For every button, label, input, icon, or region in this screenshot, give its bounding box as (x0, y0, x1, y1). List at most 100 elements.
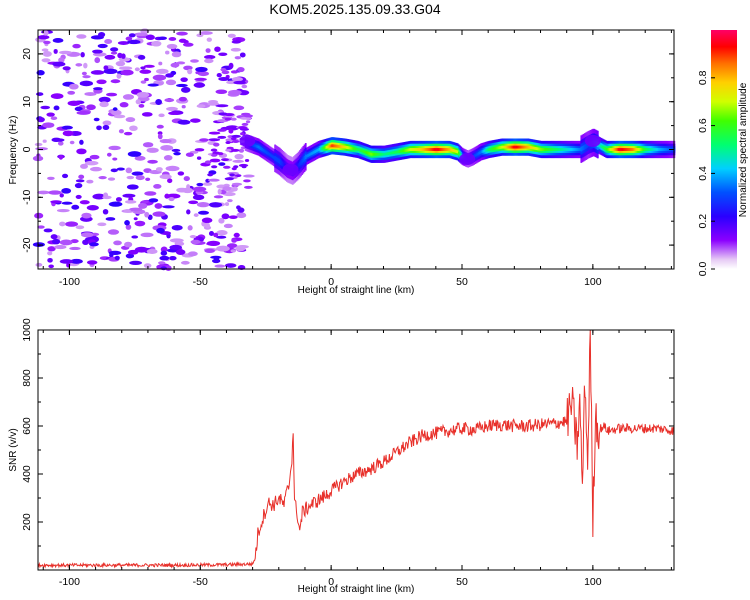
heatmap-ridge-cell (450, 148, 453, 152)
heatmap-noise-cell (42, 122, 55, 128)
heatmap-noise-cell (175, 83, 188, 88)
heatmap-ridge-cell (298, 161, 301, 167)
heatmap-noise-cell (177, 119, 191, 125)
heatmap-ridge-cell (566, 148, 569, 151)
heatmap-ridge-cell (342, 145, 345, 149)
heatmap-noise-cell (196, 182, 204, 187)
heatmap-noise-cell (43, 40, 51, 45)
heatmap-noise-cell (125, 167, 133, 174)
heatmap-noise-cell (125, 253, 135, 259)
heatmap-noise-cell (228, 128, 234, 134)
heatmap-ridge-cell (546, 148, 549, 151)
heatmap-ridge-cell (530, 146, 533, 150)
heatmap-noise-cell (67, 100, 81, 106)
heatmap-noise-cell (143, 64, 155, 68)
heatmap-noise-cell (128, 33, 136, 38)
heatmap-noise-cell (79, 80, 94, 87)
heatmap-noise-cell (230, 148, 240, 152)
heatmap-noise-cell (59, 193, 64, 198)
heatmap-noise-cell (76, 110, 91, 115)
heatmap-ridge-cell (277, 158, 280, 164)
heatmap-ridge-cell (379, 152, 381, 156)
heatmap-noise-cell (233, 105, 245, 111)
heatmap-noise-cell (245, 120, 251, 124)
heatmap-noise-cell (223, 183, 230, 188)
heatmap-ridge-cell (487, 148, 490, 152)
heatmap-noise-cell (108, 201, 123, 207)
heatmap-ridge-cell (338, 145, 341, 148)
heatmap-noise-cell (241, 165, 247, 169)
heatmap-ridge-cell (563, 148, 566, 151)
heatmap-ridge-cell (432, 148, 434, 151)
heatmap-noise-cell (235, 246, 246, 252)
heatmap-ridge-cell (578, 148, 580, 151)
colorbar-tick-label: 0.8 (697, 70, 709, 85)
colorbar: 0.0 0.2 0.4 0.6 0.8 Normalized spectral ampl… (697, 30, 749, 276)
heatmap-noise-cell (92, 193, 106, 200)
heatmap-noise-cell (125, 117, 136, 123)
heatmap-noise-cell (70, 258, 83, 264)
heatmap-ridge-cell (545, 148, 547, 151)
heatmap-noise-cell (163, 155, 173, 161)
heatmap-ridge-cell (417, 148, 420, 151)
heatmap-noise-cell (187, 68, 193, 75)
heatmap-ridge-cell (318, 147, 321, 151)
heatmap-noise-cell (171, 224, 183, 231)
heatmap-ridge-cell (644, 148, 646, 151)
heatmap-ridge-cell (568, 148, 571, 151)
heatmap-noise-cell (192, 186, 207, 192)
heatmap-noise-cell (140, 232, 154, 238)
heatmap-noise-cell (196, 33, 204, 38)
heatmap-ridge-cell (499, 146, 501, 149)
heatmap-ridge-cell (326, 145, 328, 149)
heatmap-noise-cell (102, 120, 112, 126)
heatmap-noise-cell (42, 51, 52, 57)
heatmap-noise-cell (206, 240, 221, 247)
heatmap-noise-cell (47, 258, 53, 263)
spectrogram-x-ticks: -100 -50 0 50 100 (42, 30, 672, 288)
heatmap-noise-cell (230, 249, 236, 253)
heatmap-noise-cell (197, 71, 210, 77)
heatmap-ridge-cell (539, 147, 541, 151)
heatmap-noise-cell (126, 184, 139, 190)
heatmap-noise-cell (215, 104, 229, 108)
heatmap-noise-cell (190, 59, 199, 63)
heatmap-ridge-cell (269, 153, 272, 157)
heatmap-noise-cell (122, 94, 135, 100)
heatmap-ridge-cell (460, 153, 463, 157)
heatmap-ridge-cell (627, 148, 630, 151)
heatmap-noise-cell (37, 225, 45, 229)
heatmap-noise-cell (173, 151, 181, 156)
heatmap-ridge-cell (653, 148, 656, 151)
heatmap-noise-cell (80, 163, 88, 169)
heatmap-noise-cell (154, 203, 163, 209)
heatmap-noise-cell (171, 51, 182, 58)
heatmap-ridge-cell (373, 152, 375, 156)
heatmap-ridge-cell (648, 148, 651, 151)
heatmap-ridge-cell (553, 148, 556, 151)
spectrogram-x-label: Height of straight line (km) (298, 285, 415, 296)
heatmap-noise-cell (201, 217, 213, 224)
heatmap-noise-cell (232, 186, 238, 192)
heatmap-noise-cell (158, 36, 167, 40)
heatmap-noise-cell (69, 140, 75, 145)
heatmap-ridge-cell (254, 144, 256, 148)
heatmap-ridge-cell (349, 146, 352, 150)
heatmap-noise-cell (225, 125, 240, 131)
heatmap-noise-cell (79, 139, 84, 145)
heatmap-noise-cell (152, 74, 167, 81)
heatmap-noise-cell (193, 213, 199, 217)
snr-frame (37, 329, 675, 571)
heatmap-ridge-cell (516, 145, 519, 149)
heatmap-ridge-cell (430, 148, 433, 151)
y-tick-label: 200 (21, 513, 33, 531)
heatmap-ridge-cell (420, 148, 423, 151)
heatmap-noise-cell (162, 205, 175, 209)
heatmap-ridge-cell (642, 148, 645, 151)
heatmap-noise-cell (194, 148, 205, 152)
heatmap-noise-cell (119, 66, 133, 71)
heatmap-ridge-cell (485, 149, 487, 152)
heatmap-ridge-cell (558, 148, 560, 151)
heatmap-ridge-cell (555, 148, 558, 151)
heatmap-ridge-cell (257, 145, 260, 149)
